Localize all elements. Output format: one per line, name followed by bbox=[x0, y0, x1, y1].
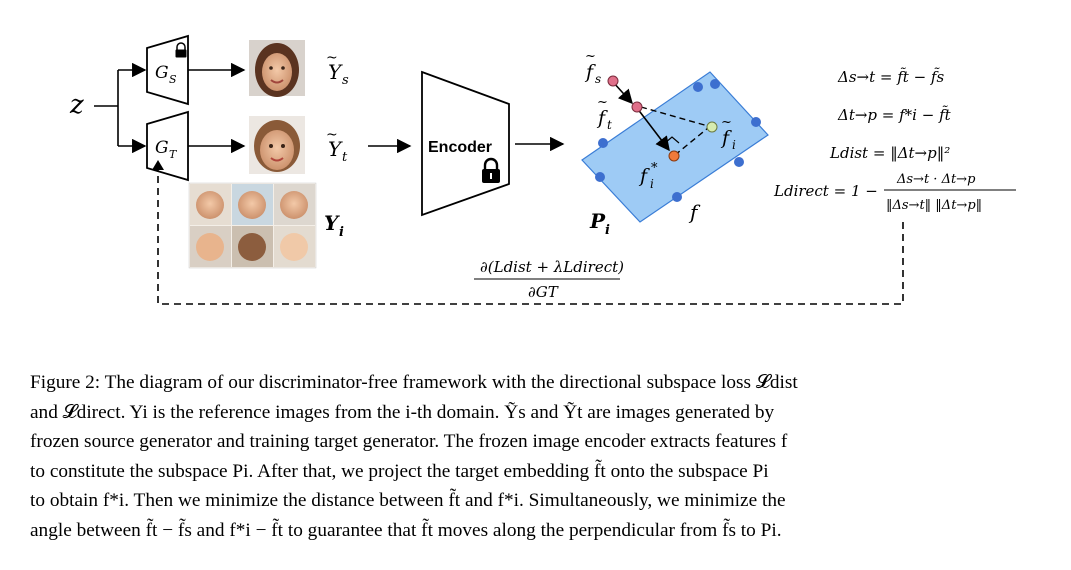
svg-text:i: i bbox=[650, 177, 654, 191]
caption-line: and 𝓛direct. Yi is the reference images … bbox=[30, 401, 775, 423]
source-output-label: Y ~ s bbox=[326, 50, 349, 88]
svg-text:t: t bbox=[607, 118, 612, 132]
target-face-image bbox=[249, 116, 305, 174]
svg-text:i: i bbox=[339, 225, 344, 240]
subspace-plane bbox=[581, 71, 769, 223]
feature-point bbox=[672, 192, 682, 202]
dashed-to-fi bbox=[640, 106, 709, 127]
svg-text:Y: Y bbox=[328, 60, 343, 84]
feature-points bbox=[595, 79, 761, 202]
gradient-feedback-path bbox=[157, 164, 904, 305]
svg-text:~: ~ bbox=[585, 49, 596, 64]
subspace-label: P i bbox=[589, 209, 610, 238]
target-embedding-dot bbox=[631, 101, 643, 113]
caption-line: frozen source generator and training tar… bbox=[30, 431, 788, 452]
target-output-label: Y ~ t bbox=[326, 127, 348, 165]
lock-icon bbox=[482, 157, 500, 183]
svg-text:f: f bbox=[584, 61, 596, 83]
source-gen-sub: S bbox=[169, 73, 177, 86]
source-gen-label: G bbox=[155, 63, 169, 83]
svg-text:P: P bbox=[589, 209, 606, 233]
figure-caption: Figure 2: The diagram of our discriminat… bbox=[30, 368, 1048, 545]
svg-text:f: f bbox=[720, 127, 732, 149]
caption-line: Figure 2: The diagram of our discriminat… bbox=[30, 372, 798, 393]
source-face-image bbox=[249, 40, 305, 97]
equation-ldirect-lhs: Ldirect = 1 − bbox=[773, 182, 878, 200]
svg-text:f: f bbox=[638, 165, 650, 187]
label-fi: f ~ i bbox=[720, 115, 736, 152]
feature-point bbox=[751, 117, 761, 127]
svg-text:i: i bbox=[732, 138, 736, 152]
gradient-expression: ∂(Ldist + λLdirect) ∂GT bbox=[474, 258, 624, 301]
label-fstar: f * i bbox=[638, 161, 658, 191]
caption-line: angle between f̃t − f̃s and f*i − f̃t to… bbox=[30, 519, 782, 541]
gradient-arrowhead bbox=[152, 160, 164, 170]
right-angle-mark bbox=[664, 136, 680, 144]
feature-point bbox=[734, 157, 744, 167]
caption-line: to constitute the subspace Pi. After tha… bbox=[30, 460, 769, 482]
target-to-projection-arrow bbox=[636, 107, 670, 152]
label-ft: f ~ t bbox=[596, 95, 612, 132]
svg-text:i: i bbox=[605, 223, 610, 238]
svg-text:~: ~ bbox=[721, 115, 732, 130]
svg-text:~: ~ bbox=[597, 95, 608, 110]
input-z-label: z bbox=[69, 90, 84, 120]
svg-text:s: s bbox=[342, 73, 349, 88]
feature-point bbox=[595, 172, 605, 182]
equations: Δs→t = f̃t − f̃s Δt→p = f*i − f̃t Ldist … bbox=[773, 68, 1016, 213]
svg-text:~: ~ bbox=[326, 127, 338, 143]
svg-text:t: t bbox=[342, 150, 348, 165]
label-fs: f ~ s bbox=[584, 49, 601, 86]
source-generator: G S bbox=[146, 34, 189, 106]
svg-text:~: ~ bbox=[326, 50, 338, 66]
source-embedding-dot bbox=[607, 75, 619, 87]
equation-ldirect-num: Δs→t · Δt→p bbox=[896, 172, 976, 187]
feature-point bbox=[693, 82, 703, 92]
lock-icon bbox=[175, 42, 187, 58]
svg-text:s: s bbox=[595, 72, 601, 86]
svg-text:∂(Ldist + λLdirect): ∂(Ldist + λLdirect) bbox=[480, 258, 624, 276]
equation-delta-tp: Δt→p = f*i − f̃t bbox=[837, 106, 952, 124]
feature-f-label: f bbox=[688, 200, 701, 224]
svg-text:*: * bbox=[651, 161, 658, 176]
svg-text:∂GT: ∂GT bbox=[528, 283, 559, 301]
equation-ldist: Ldist = ‖Δt→p‖² bbox=[829, 144, 950, 162]
target-gen-sub: T bbox=[169, 148, 178, 161]
caption-line: to obtain f*i. Then we minimize the dist… bbox=[30, 490, 786, 511]
projection-dot bbox=[668, 150, 680, 162]
fi-embedding-dot bbox=[706, 121, 718, 133]
feature-point bbox=[598, 138, 608, 148]
encoder-label: Encoder bbox=[428, 139, 492, 156]
svg-text:Y: Y bbox=[324, 211, 340, 235]
target-gen-label: G bbox=[155, 138, 169, 158]
equation-delta-st: Δs→t = f̃t − f̃s bbox=[837, 68, 944, 86]
reference-images-label: Y i bbox=[324, 211, 344, 240]
encoder-block: Encoder bbox=[421, 70, 510, 217]
feature-point bbox=[710, 79, 720, 89]
svg-text:f: f bbox=[596, 107, 608, 129]
framework-diagram: z G S G T Y ~ bbox=[69, 34, 1016, 305]
equation-ldirect-den: ‖Δs→t‖ ‖Δt→p‖ bbox=[886, 198, 982, 213]
source-to-target-arrow bbox=[612, 81, 633, 105]
reference-image-grid bbox=[188, 182, 317, 269]
svg-text:Y: Y bbox=[328, 137, 343, 161]
dashed-perpendicular bbox=[674, 127, 709, 156]
